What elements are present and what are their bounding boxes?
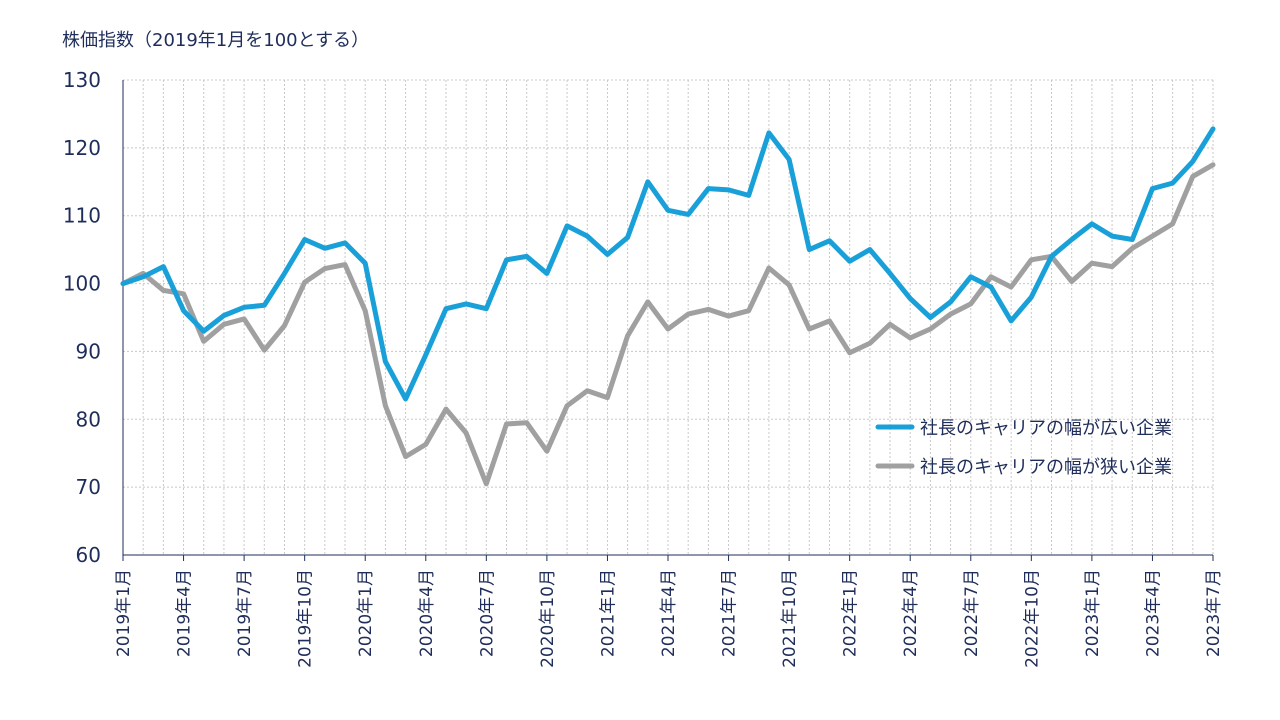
x-tick-label: 2020年10月 — [538, 569, 558, 668]
y-tick-label: 80 — [76, 407, 101, 431]
y-tick-label: 110 — [63, 204, 101, 228]
y-tick-label: 120 — [63, 136, 101, 160]
x-tick-label: 2021年1月 — [598, 569, 618, 657]
legend-label-wide-career: 社長のキャリアの幅が広い企業 — [920, 418, 1172, 439]
x-tick-label: 2021年7月 — [720, 569, 740, 657]
x-tick-label: 2022年1月 — [841, 569, 861, 657]
y-axis-ticks: 60 70 80 90 100 110 120 130 — [63, 68, 101, 567]
x-tick-label: 2020年1月 — [356, 569, 376, 657]
series-lines — [120, 126, 1216, 487]
series-line-wide-career — [120, 126, 1216, 402]
y-tick-label: 70 — [76, 475, 101, 499]
x-tick-label: 2021年10月 — [780, 569, 800, 668]
x-tick-label: 2023年7月 — [1204, 569, 1224, 657]
x-tick-label: 2022年10月 — [1022, 569, 1042, 668]
gridlines — [123, 79, 1214, 555]
legend-label-narrow-career: 社長のキャリアの幅が狭い企業 — [920, 457, 1172, 478]
chart-title: 株価指数（2019年1月を100とする） — [62, 30, 369, 51]
series-line-narrow-career — [120, 162, 1216, 487]
x-tick-label: 2022年7月 — [962, 569, 982, 657]
x-tick-label: 2020年4月 — [417, 569, 437, 657]
x-tick-label: 2022年4月 — [901, 569, 921, 657]
y-tick-label: 100 — [63, 272, 101, 296]
y-tick-label: 60 — [76, 543, 101, 567]
y-tick-label: 90 — [76, 339, 101, 363]
x-tick-label: 2019年10月 — [296, 569, 316, 668]
x-axis-ticks: 2019年1月 2019年4月 2019年7月 2019年10月 2020年1月 2020… — [114, 569, 1224, 668]
x-tick-label: 2021年4月 — [659, 569, 679, 657]
x-tick-label: 2019年4月 — [175, 569, 195, 657]
axes — [122, 80, 1214, 561]
x-tick-label: 2019年1月 — [114, 569, 134, 657]
x-tick-label: 2019年7月 — [235, 569, 255, 657]
x-tick-label: 2023年4月 — [1143, 569, 1163, 657]
y-tick-label: 130 — [63, 68, 101, 92]
x-tick-label: 2023年1月 — [1083, 569, 1103, 657]
x-tick-label: 2020年7月 — [477, 569, 497, 657]
